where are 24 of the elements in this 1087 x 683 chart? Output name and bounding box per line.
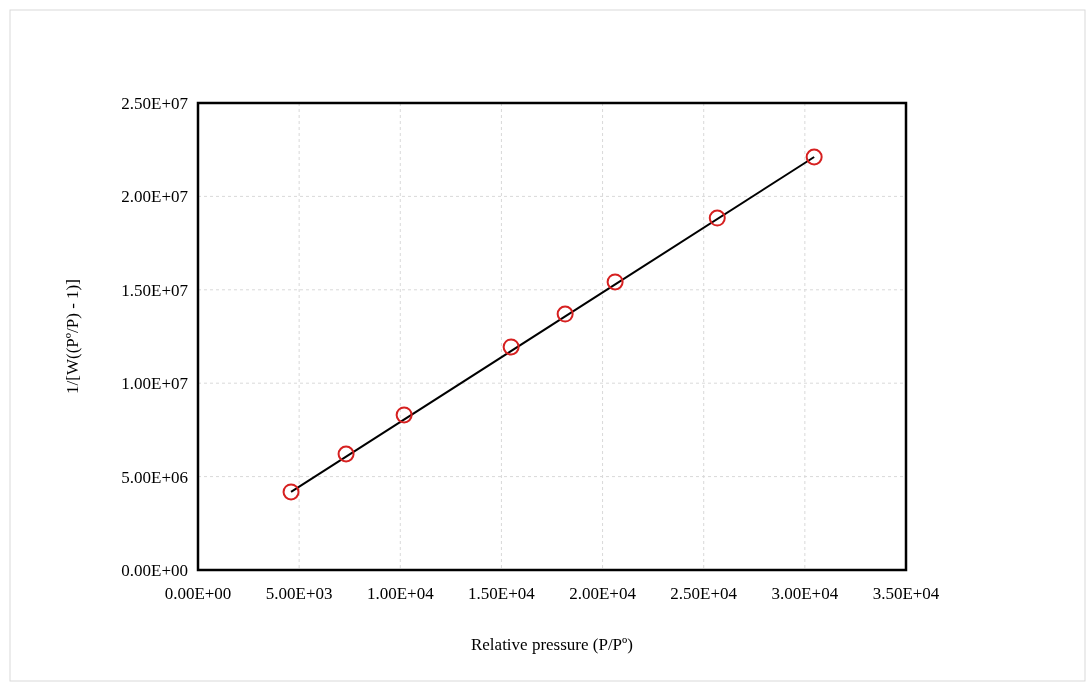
point — [282, 483, 300, 501]
x-axis-title: Relative pressure (P/Pº) — [470, 635, 634, 654]
x-tick-label: 3.50E+04 — [872, 584, 940, 603]
y-tick-label: 0.00E+00 — [121, 561, 188, 580]
point — [337, 445, 355, 463]
x-tick-label: 1.50E+04 — [468, 584, 536, 603]
point — [606, 273, 624, 291]
point — [556, 305, 574, 323]
y-tick-label: 2.00E+07 — [121, 187, 189, 207]
point — [502, 338, 520, 356]
x-tick-label: 2.00E+04 — [569, 584, 637, 603]
point — [805, 148, 823, 166]
y-tick-label: 1.50E+07 — [121, 280, 189, 300]
x-tick-label: 5.00E+03 — [265, 584, 333, 603]
point — [708, 209, 726, 227]
y-tick-label: 2.50E+07 — [121, 94, 189, 113]
y-tick-label: 5.00E+06 — [121, 467, 188, 487]
x-tick-label: 0.00E+00 — [164, 584, 232, 603]
x-tick-label: 2.50E+04 — [670, 584, 738, 603]
point — [395, 406, 413, 424]
x-tick-label: 3.00E+04 — [771, 584, 839, 603]
x-tick-label: 1.00E+04 — [366, 584, 435, 603]
y-axis-title: 1/[W((Pº/P) - 1)] — [63, 279, 82, 394]
y-tick-label: 1.00E+07 — [121, 374, 189, 394]
